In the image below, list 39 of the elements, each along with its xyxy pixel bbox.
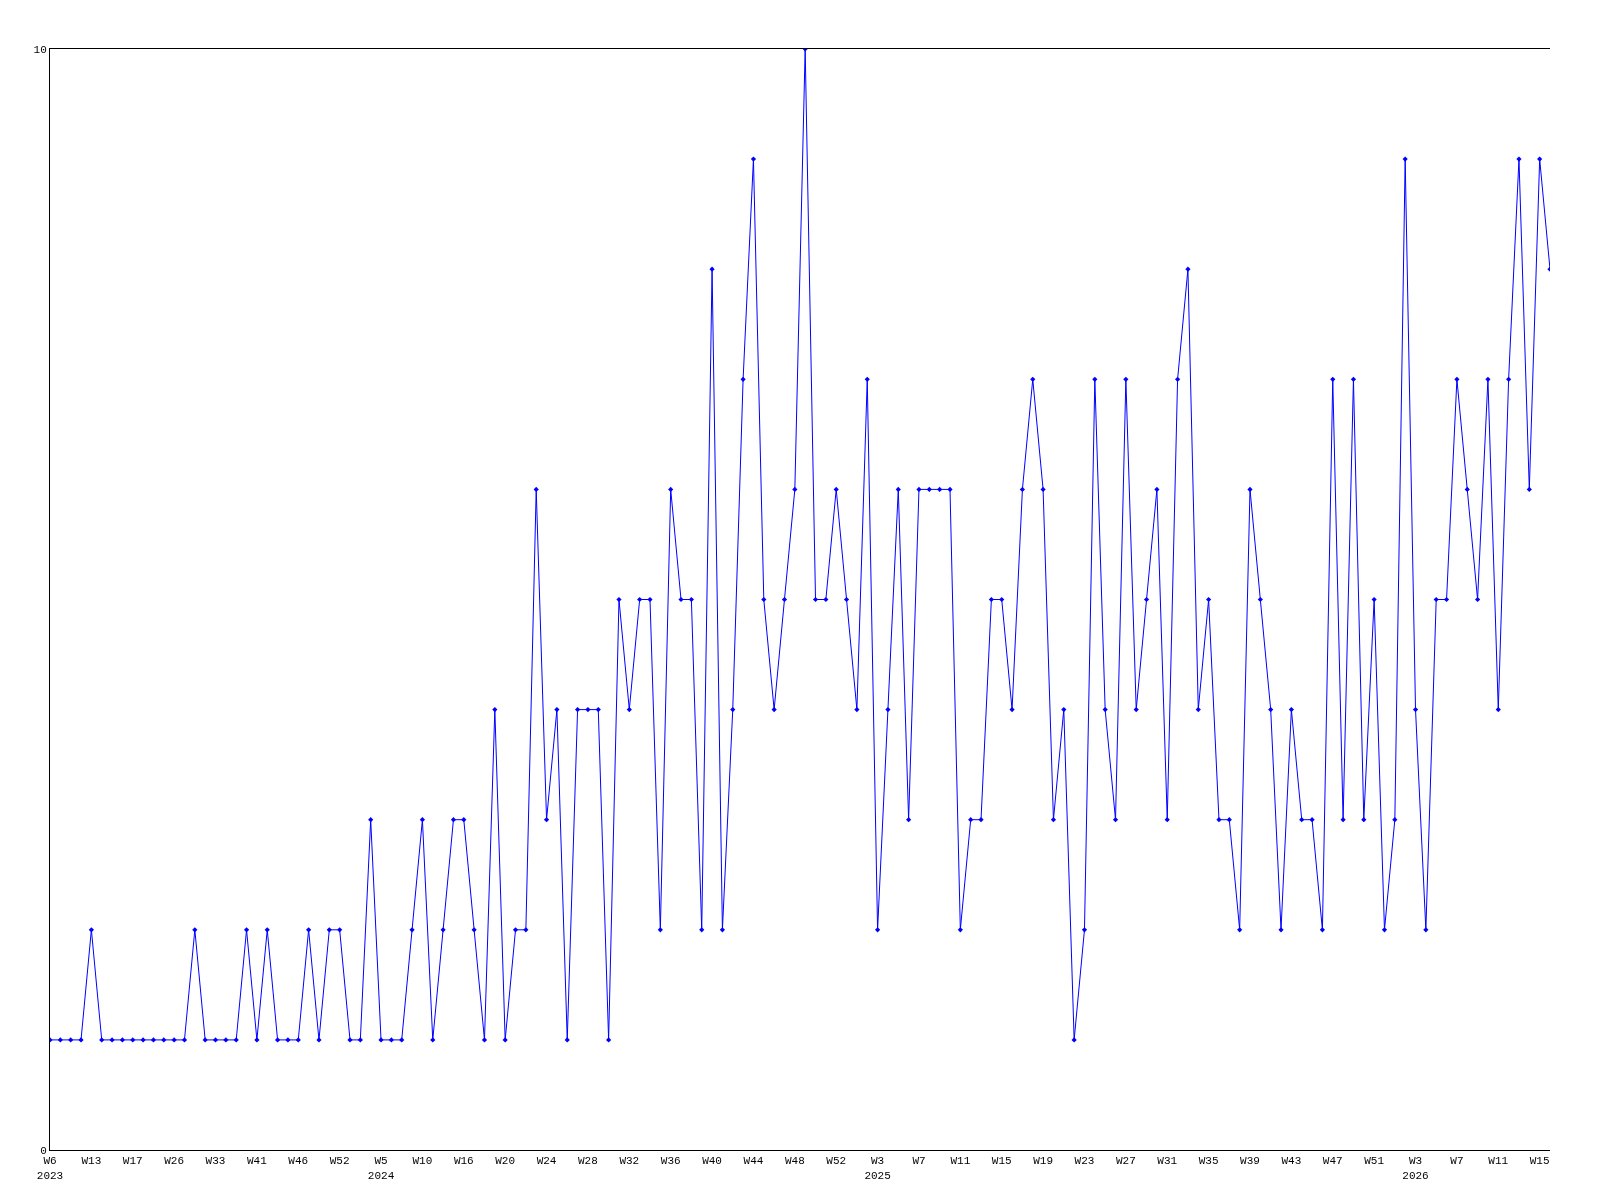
x-tick-label: W7	[912, 1155, 926, 1168]
x-tick-label: W11	[1488, 1155, 1509, 1168]
x-tick-label: W24	[536, 1155, 557, 1168]
x-tick-label: W17	[122, 1155, 143, 1168]
x-tick-label: W16	[453, 1155, 474, 1168]
x-tick-label: W3 2026	[1402, 1155, 1429, 1182]
x-tick-label: W10	[412, 1155, 433, 1168]
x-tick-label: W3 2025	[864, 1155, 891, 1182]
x-tick-label: W19	[1033, 1155, 1054, 1168]
x-tick-label: W7	[1450, 1155, 1464, 1168]
y-tick-label: 10	[33, 43, 47, 56]
x-tick-label: W27	[1115, 1155, 1136, 1168]
x-tick-label: W52	[826, 1155, 847, 1168]
x-tick-label: W11	[950, 1155, 971, 1168]
x-tick-label: W15	[1529, 1155, 1550, 1168]
x-tick-label: W40	[702, 1155, 722, 1168]
x-tick-label: W46	[288, 1155, 309, 1168]
x-tick-label: W20	[495, 1155, 516, 1168]
x-tick-label: W31	[1157, 1155, 1178, 1168]
x-tick-label: W47	[1322, 1155, 1343, 1168]
x-tick-label: W48	[784, 1155, 805, 1168]
x-tick-label: W36	[660, 1155, 681, 1168]
x-tick-label: W44	[743, 1155, 764, 1168]
x-tick-label: W41	[246, 1155, 268, 1168]
x-tick-label: W6 2023	[36, 1155, 64, 1182]
x-tick-label: W43	[1281, 1155, 1302, 1168]
x-tick-label: W52	[329, 1155, 350, 1168]
y-tick-label: 0	[40, 1144, 47, 1157]
x-tick-label: W51	[1364, 1155, 1385, 1168]
x-tick-label: W33	[205, 1155, 226, 1168]
x-tick-label: W39	[1240, 1155, 1260, 1168]
x-tick-label: W15	[991, 1155, 1012, 1168]
x-tick-label: W5 2024	[367, 1155, 395, 1182]
x-tick-label: W13	[81, 1155, 102, 1168]
x-tick-label: W23	[1074, 1155, 1095, 1168]
x-tick-label: W35	[1198, 1155, 1219, 1168]
x-tick-label: W28	[578, 1155, 598, 1168]
x-tick-label: W32	[619, 1155, 640, 1168]
x-tick-label: W26	[164, 1155, 185, 1168]
